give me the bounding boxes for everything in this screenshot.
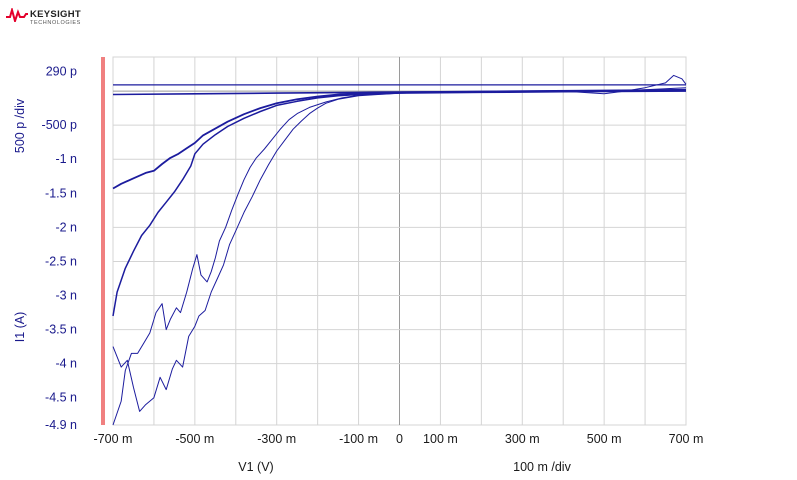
x-scale-label: 100 m /div bbox=[513, 460, 571, 474]
y-tick-label: -2.5 n bbox=[45, 254, 77, 268]
y-tick-label: -1 n bbox=[55, 152, 77, 166]
y-axis-label: I1 (A) bbox=[13, 312, 27, 343]
y-tick-labels: 290 p -500 p -1 n -1.5 n -2 n -2.5 n -3 n -3.5 … bbox=[42, 64, 78, 432]
y-tick-label: -4.9 n bbox=[45, 418, 77, 432]
traces bbox=[112, 74, 687, 426]
logo-sub: TECHNOLOGIES bbox=[30, 20, 81, 26]
y-tick-label: -3 n bbox=[55, 289, 77, 303]
y-scale-label: 500 p /div bbox=[13, 98, 27, 153]
x-tick-label: 0 bbox=[396, 432, 403, 446]
y-tick-label: -4 n bbox=[55, 357, 77, 371]
x-tick-label: 300 m bbox=[505, 432, 540, 446]
x-tick-labels: -700 m -500 m -300 m -100 m 0 100 m 300 m 500 m… bbox=[94, 432, 704, 446]
x-axis-label: V1 (V) bbox=[238, 460, 273, 474]
y-tick-label: -1.5 n bbox=[45, 186, 77, 200]
keysight-logo: KEYSIGHT TECHNOLOGIES bbox=[6, 6, 96, 30]
y-tick-label: 290 p bbox=[46, 64, 77, 78]
x-tick-label: 100 m bbox=[423, 432, 458, 446]
keysight-wave-icon bbox=[6, 8, 28, 22]
y-tick-label: -500 p bbox=[42, 118, 77, 132]
x-tick-label: -700 m bbox=[94, 432, 133, 446]
iv-trace-4 bbox=[112, 90, 687, 317]
x-tick-label: -500 m bbox=[175, 432, 214, 446]
x-tick-label: -300 m bbox=[257, 432, 296, 446]
x-tick-label: 500 m bbox=[587, 432, 622, 446]
logo-brand: KEYSIGHT bbox=[30, 9, 81, 20]
iv-trace-6 bbox=[112, 87, 687, 426]
y-tick-label: -3.5 n bbox=[45, 323, 77, 337]
x-tick-label: -100 m bbox=[339, 432, 378, 446]
cursor-marker[interactable] bbox=[101, 57, 105, 425]
x-tick-label: 700 m bbox=[669, 432, 704, 446]
y-tick-label: -4.5 n bbox=[45, 391, 77, 405]
y-tick-label: -2 n bbox=[55, 220, 77, 234]
grid bbox=[112, 56, 687, 426]
